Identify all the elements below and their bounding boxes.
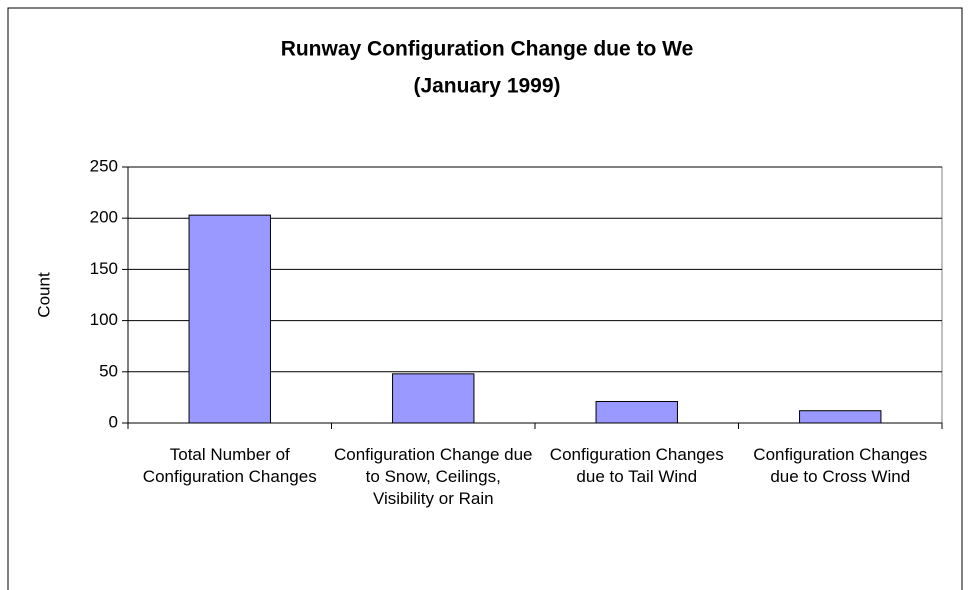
x-tick-label: Total Number of Configuration Changes xyxy=(142,445,317,486)
y-axis-label: Count xyxy=(34,272,53,318)
x-tick-label: Configuration Changes due to Cross Wind xyxy=(753,445,928,486)
y-tick-label: 250 xyxy=(90,156,118,175)
chart-subtitle: (January 1999) xyxy=(413,75,560,98)
x-tick-label: Configuration Change due to Snow, Ceilin… xyxy=(334,445,533,508)
y-tick-label: 50 xyxy=(99,361,118,380)
chart-title: Runway Configuration Change due to We xyxy=(281,38,694,61)
bar xyxy=(392,373,475,424)
bar xyxy=(188,214,271,424)
y-tick-label: 100 xyxy=(90,310,118,329)
x-tick-label: Configuration Changes due to Tail Wind xyxy=(549,445,724,486)
y-tick-label: 0 xyxy=(109,412,118,431)
chart-border xyxy=(7,7,963,590)
bar xyxy=(595,400,678,424)
y-tick-label: 150 xyxy=(90,259,118,278)
y-tick-label: 200 xyxy=(90,208,118,227)
bar xyxy=(799,410,882,424)
